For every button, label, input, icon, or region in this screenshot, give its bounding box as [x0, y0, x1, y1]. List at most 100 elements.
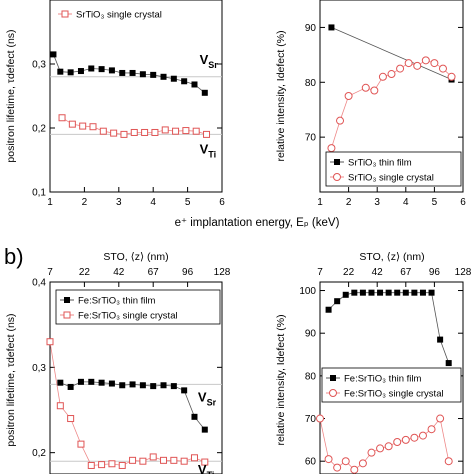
a-left-series-0-point-12 — [170, 75, 177, 82]
a-left-series-0-point-14 — [191, 81, 198, 88]
b-left-series-0-point-11 — [170, 383, 177, 390]
b-left-top-tick-label-4: 96 — [182, 267, 194, 278]
b-right-series-1-point-15 — [444, 457, 453, 466]
b-left-legend-marker-0 — [64, 297, 70, 303]
b-right-top-tick-label-2: 42 — [372, 267, 384, 278]
b-right-series-0-point-5 — [368, 289, 375, 296]
a-left-series-1-point-11 — [172, 127, 180, 135]
a-left-series-0-point-6 — [108, 67, 115, 74]
b-right-series-1-point-0 — [316, 414, 324, 423]
b-left-ytick-label-0: 0,2 — [32, 448, 46, 459]
b-left-series-0-point-1 — [67, 383, 74, 390]
a-left-legend-marker-0 — [61, 10, 69, 18]
a-left-series-0-point-4 — [88, 65, 95, 72]
b-right-series-1-point-9 — [393, 438, 402, 446]
a-right-series-1-point-1 — [336, 116, 345, 125]
b-right-top-tick-label-5: 128 — [455, 267, 472, 278]
b-left-top-tick-label-2: 42 — [113, 267, 125, 278]
a-left-series-1-point-3 — [89, 123, 97, 131]
a-left-xtick-label-2: 3 — [116, 197, 122, 208]
a-right-series-1-point-8 — [404, 59, 413, 68]
b-right-series-0-point-14 — [445, 360, 452, 367]
b-right-legend-label-1: Fe:SrTiO₃ single crystal — [344, 389, 444, 400]
b-left-series-0-point-3 — [88, 378, 95, 385]
a-right-series-0-line — [331, 27, 452, 80]
b-left-series-0-point-5 — [108, 380, 115, 387]
b-right-series-0-point-6 — [377, 289, 384, 296]
ylabel-a-left: positron lifetime, τdefect (ns) — [5, 29, 17, 162]
b-right-series-1-point-5 — [358, 459, 367, 468]
a-left-series-1-point-14 — [203, 130, 211, 138]
b-left-legend-box — [55, 289, 221, 325]
a-left-series-1-point-13 — [192, 127, 200, 135]
b-right-series-0-point-11 — [419, 289, 426, 296]
a-left-ytick-label-1: 0,2 — [32, 124, 46, 135]
a-right-xtick-label-2: 3 — [374, 197, 380, 208]
b-left-series-1-point-4 — [87, 461, 95, 469]
b-left-series-1-point-15 — [201, 458, 209, 466]
a-left-legend-label-0: SrTiO₃ single crystal — [76, 10, 162, 21]
plot-frame-b-left — [49, 281, 223, 474]
a-right-xtick-label-0: 1 — [317, 197, 323, 208]
a-left-series-0-point-3 — [77, 68, 84, 75]
b-left-ytick-label-1: 0,3 — [32, 363, 46, 374]
a-right-ytick-label-0: 70 — [305, 133, 317, 144]
a-left-ytick-label-0: 0,1 — [32, 188, 46, 199]
a-left-xtick-label-5: 6 — [219, 197, 225, 208]
a-left-series-0-point-13 — [181, 78, 188, 85]
b-left-legend-marker-1 — [63, 311, 71, 319]
b-right-series-1-point-14 — [436, 414, 445, 423]
a-left-series-1-point-8 — [141, 128, 149, 136]
a-left-series-0-point-7 — [119, 69, 126, 76]
b-left-legend-label-1: Fe:SrTiO₃ single crystal — [78, 311, 178, 322]
b-right-legend-label-0: Fe:SrTiO₃ thin film — [344, 374, 422, 385]
b-left-series-1-point-7 — [118, 461, 126, 469]
b-right-series-0-point-9 — [402, 289, 409, 296]
a-left-series-1-point-4 — [99, 127, 107, 135]
b-right-ytick-label-3: 90 — [305, 329, 317, 340]
b-left-top-tick-label-5: 128 — [214, 267, 231, 278]
top-axis-label-b-right: STO, ⟨z⟩ (nm) — [359, 251, 424, 263]
a-right-series-1-point-4 — [370, 86, 379, 95]
a-right-series-1-point-5 — [378, 72, 387, 81]
a-left-annotation-0: VSr — [200, 52, 219, 70]
plot-frame-a-right — [319, 0, 464, 193]
a-right-ytick-label-2: 90 — [305, 23, 317, 34]
b-left-series-1-point-2 — [67, 415, 75, 423]
b-left-series-1-point-14 — [190, 454, 198, 462]
plot-frame-a-left — [49, 0, 223, 193]
b-right-series-1-point-4 — [350, 465, 359, 474]
b-left-series-1-point-12 — [170, 456, 178, 464]
a-left-series-1-point-7 — [130, 128, 138, 136]
b-left-series-0-point-6 — [119, 382, 126, 389]
b-right-top-tick-label-0: 7 — [317, 267, 323, 278]
a-right-series-1-point-10 — [421, 56, 430, 65]
b-right-series-0-point-7 — [385, 289, 392, 296]
a-left-series-0-line — [53, 54, 206, 94]
a-left-series-0-point-2 — [67, 69, 74, 76]
b-left-series-0-point-8 — [139, 382, 146, 389]
a-right-series-1-point-11 — [430, 59, 439, 68]
b-left-series-1-line — [49, 341, 205, 466]
shared-xlabel: e⁺ implantation energy, Eₚ (keV) — [175, 217, 340, 229]
a-left-series-1-point-12 — [182, 127, 190, 135]
b-right-top-tick-label-4: 96 — [429, 267, 441, 278]
a-left-series-0-point-10 — [150, 71, 157, 78]
b-right-series-0-point-2 — [342, 291, 349, 298]
b-right-ytick-label-1: 70 — [305, 414, 317, 425]
b-left-series-0-point-4 — [98, 379, 105, 386]
a-left-annotation-1: VTi — [200, 142, 217, 160]
b-right-series-0-point-12 — [428, 289, 435, 296]
b-right-legend-marker-1 — [329, 389, 337, 397]
a-left-series-0-point-11 — [160, 73, 167, 80]
a-left-ytick-label-2: 0,3 — [32, 60, 46, 71]
a-right-xtick-label-4: 5 — [432, 197, 438, 208]
a-left-xtick-label-3: 4 — [150, 197, 156, 208]
b-right-series-1-point-3 — [341, 457, 350, 466]
b-left-series-0-point-7 — [129, 381, 136, 388]
b-left-annotation-0: VSr — [198, 389, 217, 407]
b-right-series-0-point-8 — [394, 289, 401, 296]
ylabel-a-right: relative intensity, Idefect (%) — [275, 30, 287, 161]
ylabel-b-left: positron lifetime, τdefect (ns) — [5, 313, 17, 446]
